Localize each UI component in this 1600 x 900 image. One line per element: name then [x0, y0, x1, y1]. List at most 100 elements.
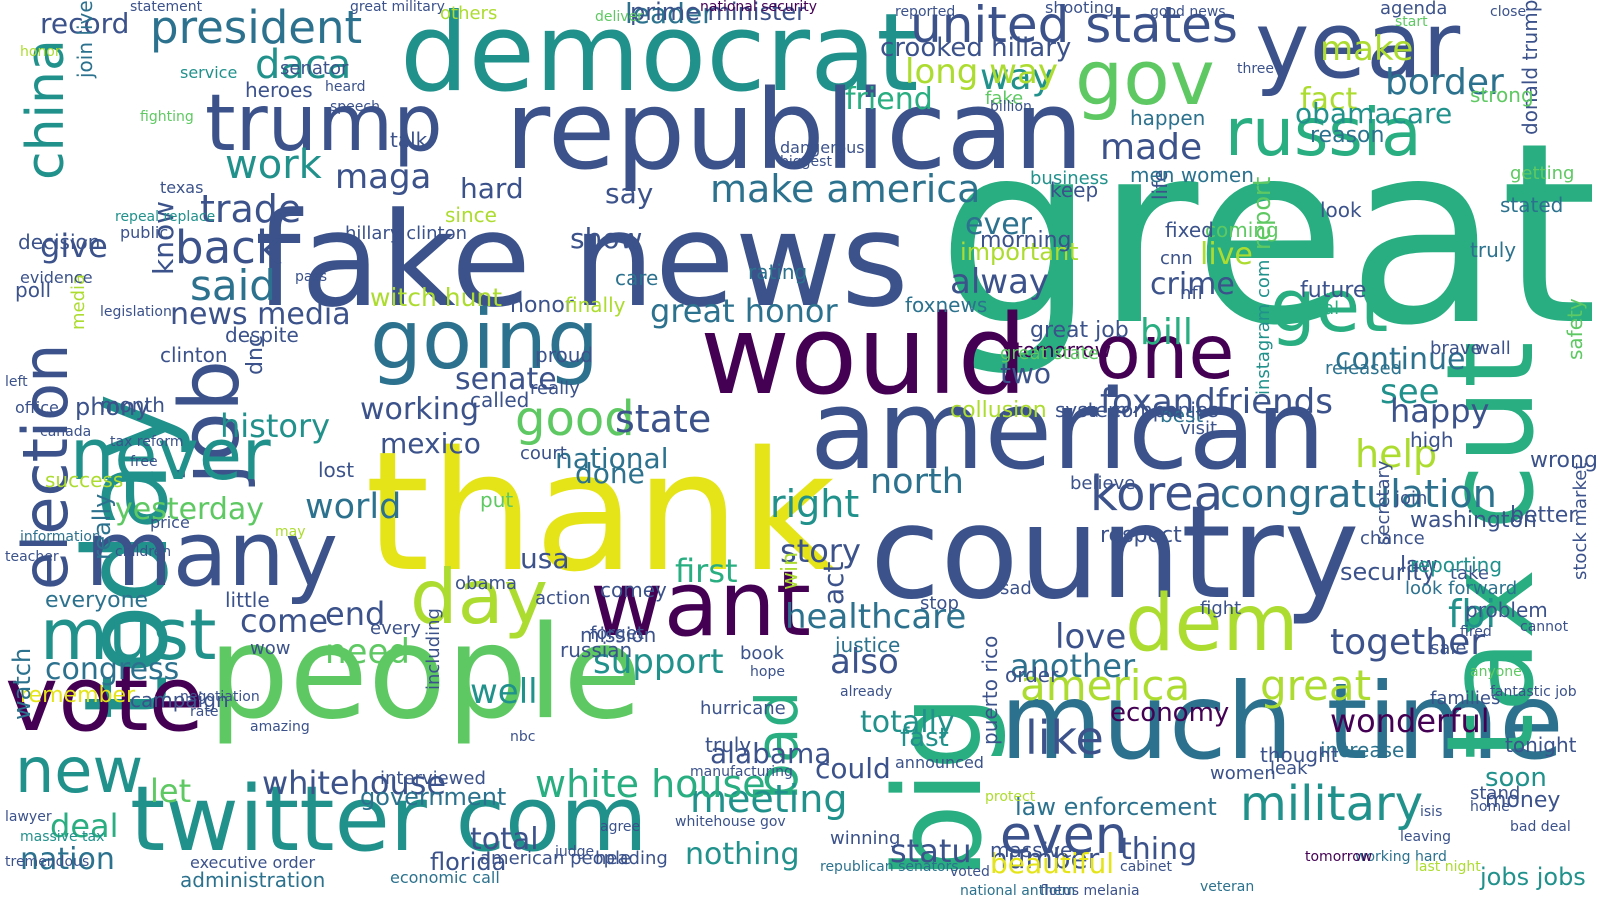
cloud-word: alabama — [710, 737, 832, 770]
cloud-word: believe — [1070, 473, 1136, 494]
cloud-word: washington — [1410, 508, 1537, 533]
cloud-word: prime minister — [630, 0, 807, 26]
cloud-word: bad deal — [1510, 819, 1571, 835]
cloud-word: see — [1380, 372, 1440, 412]
cloud-word: increase — [1320, 738, 1405, 762]
cloud-word: chance — [1360, 528, 1425, 549]
cloud-word: president — [150, 1, 363, 54]
cloud-word: massive tax — [20, 829, 105, 845]
cloud-word: get — [1270, 264, 1389, 348]
cloud-word: also — [830, 642, 899, 682]
cloud-word: let — [150, 772, 192, 810]
cloud-word: happy — [1390, 392, 1490, 430]
cloud-word: maga — [335, 157, 432, 197]
cloud-word: stop — [920, 593, 959, 614]
cloud-word: families — [1430, 688, 1501, 709]
cloud-word: senate — [455, 362, 557, 397]
cloud-word: nbc — [510, 729, 536, 745]
cloud-word: foxnews — [905, 293, 988, 317]
cloud-word: including — [423, 608, 444, 690]
cloud-word: others — [440, 3, 498, 24]
cloud-word: really — [530, 378, 580, 399]
cloud-word: billion — [990, 99, 1032, 115]
cloud-word: good news — [1150, 4, 1226, 20]
cloud-word: heard — [325, 79, 366, 95]
cloud-word: better — [1510, 503, 1578, 528]
cloud-word: thing — [1120, 832, 1198, 867]
cloud-word: whitehouse gov — [675, 814, 786, 830]
cloud-word: two — [1000, 357, 1052, 390]
cloud-word: great job — [1030, 318, 1129, 343]
cloud-word: sad — [1000, 578, 1032, 599]
cloud-word: could — [815, 752, 891, 785]
cloud-word: watch — [8, 647, 36, 720]
cloud-word: campaign — [130, 688, 229, 712]
cloud-word: take — [1450, 563, 1489, 584]
cloud-word: remember — [20, 683, 136, 708]
cloud-word: obama — [455, 573, 518, 594]
cloud-word: economic call — [390, 868, 500, 887]
cloud-word: soon — [1485, 763, 1547, 793]
cloud-word: show — [570, 222, 643, 255]
cloud-word: people — [208, 599, 642, 748]
cloud-word: alway — [950, 262, 1050, 302]
cloud-word: honor — [510, 293, 574, 318]
cloud-word: announced — [895, 753, 984, 772]
cloud-word: coming — [1205, 218, 1279, 242]
cloud-word: wow — [250, 638, 291, 659]
cloud-word: high — [1410, 428, 1454, 452]
cloud-word: beautiful — [990, 847, 1115, 880]
cloud-word: thought — [1260, 743, 1339, 767]
cloud-word: statu — [890, 832, 972, 870]
cloud-word: national security — [700, 0, 818, 15]
cloud-word: china — [16, 39, 76, 180]
cloud-word: america — [1020, 661, 1191, 710]
cloud-word: done — [575, 457, 645, 490]
cloud-word: shooting — [1045, 0, 1115, 17]
cloud-word: tonight — [1505, 733, 1577, 757]
cloud-word: getting — [1510, 163, 1575, 184]
cloud-word: ever — [965, 207, 1033, 242]
cloud-word: strong — [1470, 83, 1534, 107]
cloud-word: agenda — [1380, 0, 1448, 19]
cloud-word: cabinet — [1120, 859, 1173, 875]
cloud-word: military — [1240, 776, 1424, 832]
cloud-word: story — [780, 532, 861, 570]
cloud-word: phony — [75, 393, 150, 421]
cloud-word: tremendous — [5, 854, 90, 870]
cloud-word: mexico — [380, 427, 481, 460]
cloud-word: well — [470, 672, 538, 712]
cloud-word: women — [1210, 763, 1276, 784]
cloud-word: reason — [1310, 123, 1385, 148]
cloud-word: say — [605, 177, 654, 210]
cloud-word: healthcare — [785, 597, 967, 637]
cloud-word: government — [360, 783, 507, 811]
cloud-word: state — [615, 397, 712, 441]
cloud-word: join — [1395, 488, 1428, 509]
cloud-word: security — [1340, 558, 1436, 586]
cloud-word: fight — [1200, 598, 1242, 619]
cloud-word: day — [410, 553, 548, 641]
cloud-word: success — [45, 468, 124, 492]
cloud-word: white house — [535, 762, 766, 806]
cloud-word: total — [470, 822, 539, 857]
cloud-word: lawyer — [5, 809, 52, 825]
cloud-word: twitter com — [130, 767, 648, 872]
cloud-word: going — [370, 293, 600, 388]
cloud-word: said — [190, 261, 276, 310]
cloud-word: men women — [1130, 163, 1254, 187]
cloud-word: leaving — [1400, 829, 1452, 845]
cloud-word: safety — [1563, 298, 1587, 360]
cloud-word: really — [88, 493, 116, 560]
cloud-word: totally — [860, 705, 955, 740]
cloud-word: three — [1237, 61, 1275, 77]
cloud-word: great — [936, 89, 1598, 380]
cloud-word: trade — [200, 187, 302, 231]
cloud-word: would — [700, 291, 1028, 419]
cloud-word: evidence — [20, 268, 93, 287]
cloud-word: home — [1470, 799, 1510, 815]
cloud-word: truly — [1470, 238, 1517, 262]
cloud-word: another — [1010, 647, 1136, 685]
cloud-word: foxandfriends — [1100, 382, 1333, 422]
cloud-word: history — [220, 407, 331, 445]
